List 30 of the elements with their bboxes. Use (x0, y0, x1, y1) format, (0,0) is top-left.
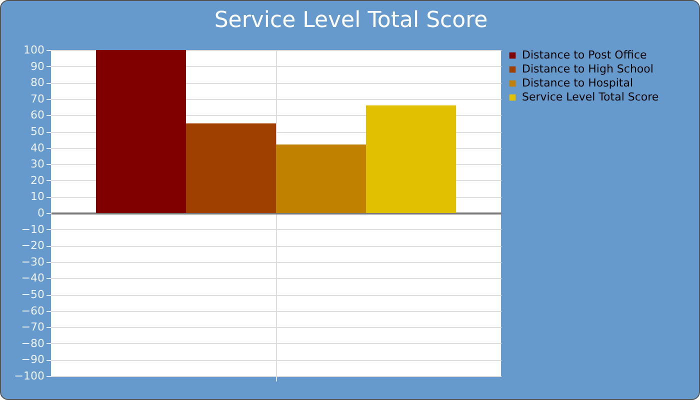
y-tick-label: 70 (30, 92, 44, 106)
y-tick-label: −10 (21, 222, 44, 236)
y-tick-label: −60 (21, 304, 44, 318)
y-tick-label: 0 (38, 206, 44, 220)
y-tick-label: −80 (21, 336, 44, 350)
y-tick-label: 80 (30, 76, 44, 90)
y-tick-label: 100 (24, 44, 44, 56)
y-tick-label: −90 (21, 353, 44, 366)
y-tick-label: −30 (21, 255, 44, 268)
legend-label: Distance to Post Office (522, 48, 647, 62)
y-tick-label: −20 (21, 239, 44, 252)
bar (96, 50, 186, 213)
y-tick-label: 40 (30, 141, 44, 154)
bar (186, 123, 276, 213)
y-tick-label: 50 (30, 125, 44, 138)
y-tick-label: −100 (14, 370, 44, 382)
legend-label: Service Level Total Score (522, 90, 659, 104)
y-tick-label: 90 (30, 60, 44, 73)
bar (366, 105, 456, 213)
legend-label: Distance to High School (522, 62, 654, 76)
chart-title: Service Level Total Score (214, 8, 488, 33)
y-tick-label: 20 (30, 174, 44, 187)
y-tick-label: 10 (30, 190, 44, 204)
y-tick-label: 30 (30, 158, 44, 171)
y-tick-label: −70 (21, 320, 44, 334)
y-tick-label: −50 (21, 288, 44, 301)
legend-label: Distance to Hospital (522, 76, 634, 90)
bar (276, 144, 366, 213)
y-tick-label: 60 (30, 108, 44, 122)
y-tick-label: −40 (21, 272, 44, 285)
